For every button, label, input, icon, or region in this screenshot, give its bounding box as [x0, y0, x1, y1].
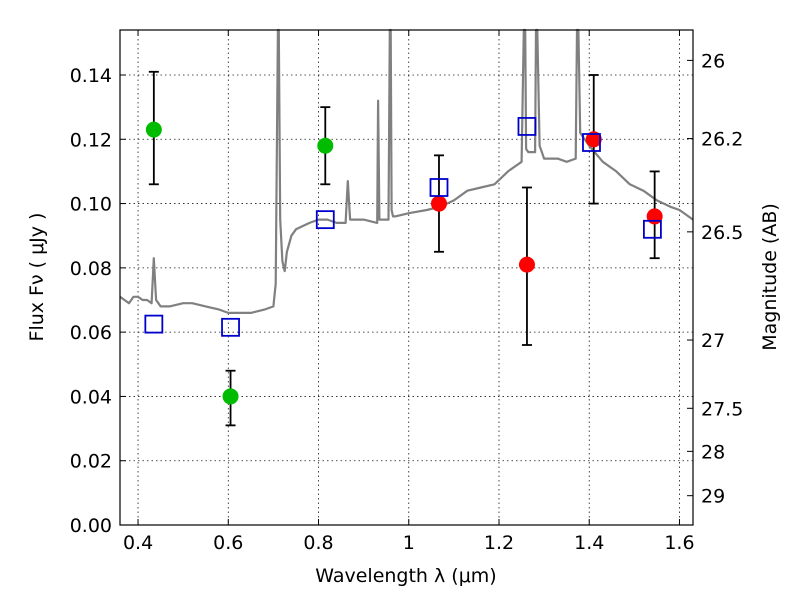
right-tick-label: 26.5 [701, 222, 743, 244]
x-tick-label: 0.8 [303, 532, 333, 554]
right-tick-label: 26 [701, 50, 725, 72]
red-data-point [518, 256, 535, 273]
x-tick-label: 1.6 [664, 532, 694, 554]
y-tick-label: 0.04 [70, 386, 112, 408]
x-tick-label: 0.6 [213, 532, 243, 554]
y-tick-label: 0.06 [70, 322, 112, 344]
y-axis-label: Flux Fν ( μJy ) [26, 213, 48, 342]
x-tick-label: 1.2 [484, 532, 514, 554]
marker-layer [144, 117, 663, 405]
y-tick-label: 0.08 [70, 258, 112, 280]
right-tick-label: 29 [701, 486, 725, 508]
x-tick-label: 1 [403, 532, 415, 554]
x-tick-label: 0.4 [123, 532, 153, 554]
model-square [429, 178, 449, 197]
model-square [315, 210, 335, 230]
x-axis-label: Wavelength λ (μm) [315, 565, 496, 587]
right-tick-label: 28 [701, 441, 725, 463]
right-tick-label: 27.5 [701, 398, 743, 420]
errorbar-layer [148, 70, 660, 427]
y-tick-label: 0.12 [70, 129, 112, 151]
green-data-point [222, 388, 239, 405]
model-square [517, 117, 537, 136]
grid-layer [120, 30, 693, 525]
plot-frame [119, 29, 694, 526]
model-square [642, 219, 662, 239]
model-square [144, 314, 164, 334]
red-data-point [430, 195, 447, 212]
tick-layer: 0.4 0.6 0.8 1 1.2 1.4 1.6 0.00 0.02 0.04 0.06 0.08 0… [70, 30, 743, 554]
label-layer: Wavelength λ (μm) Flux Fν ( μJy ) Magnit… [26, 203, 781, 587]
right-tick-label: 26.2 [701, 129, 743, 151]
model-square [221, 317, 240, 337]
y-tick-label: 0.10 [70, 194, 112, 216]
y-tick-label: 0.14 [70, 65, 112, 87]
right-axis-label: Magnitude (AB) [759, 203, 781, 351]
red-data-point [585, 131, 602, 148]
y-tick-label: 0.00 [70, 515, 112, 537]
model-square [582, 133, 601, 152]
green-data-point [145, 121, 162, 138]
x-tick-label: 1.4 [574, 532, 604, 554]
spectrum-line [119, 28, 694, 314]
spectrum-layer [119, 28, 694, 314]
right-tick-label: 27 [701, 330, 725, 352]
green-data-point [317, 137, 334, 154]
y-tick-label: 0.02 [70, 451, 112, 473]
